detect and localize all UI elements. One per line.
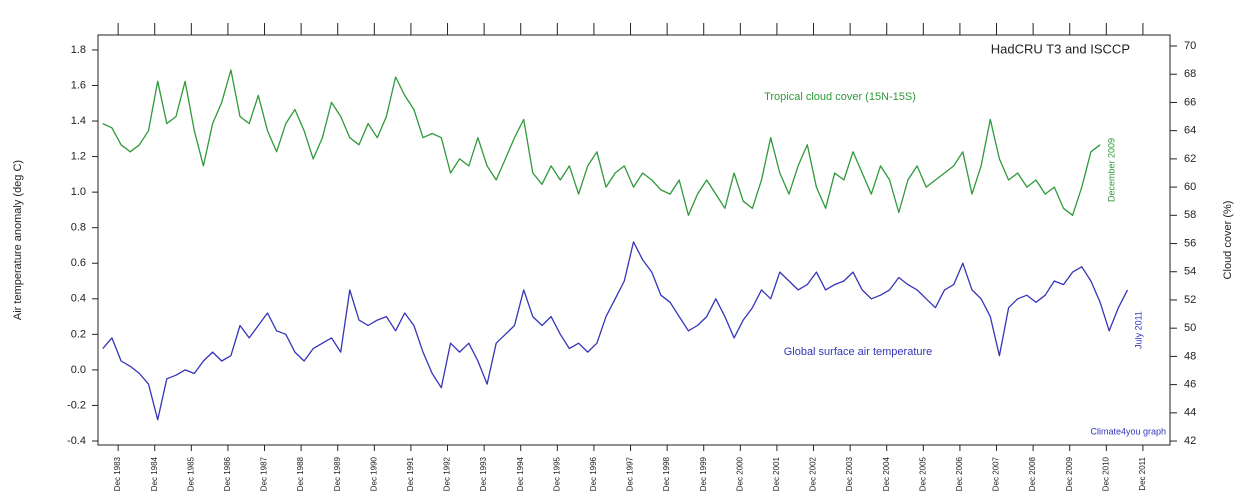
- x-tick-label: Dec 1994: [516, 456, 525, 491]
- y2-tick-label: 68: [1184, 68, 1196, 80]
- x-tick-label: Dec 1988: [296, 456, 305, 491]
- x-tick-label: Dec 1991: [406, 456, 415, 491]
- y2-tick-label: 70: [1184, 40, 1196, 52]
- annotation: Tropical cloud cover (15N-15S): [764, 91, 916, 103]
- y2-tick-label: 56: [1184, 237, 1196, 249]
- x-tick-label: Dec 1999: [699, 456, 708, 491]
- x-tick-label: Dec 1984: [150, 456, 159, 491]
- x-tick-label: Dec 1997: [626, 456, 635, 491]
- y2-tick-label: 42: [1184, 435, 1196, 447]
- x-tick-label: Dec 2005: [918, 456, 927, 491]
- y-tick-label: 0.8: [71, 222, 86, 234]
- y2-tick-label: 44: [1184, 407, 1196, 419]
- x-tick-label: Dec 2009: [1065, 456, 1074, 491]
- plot-frame: [97, 34, 1171, 446]
- series-line: [102, 241, 1129, 421]
- x-tick-label: Dec 2011: [1138, 456, 1147, 490]
- x-tick-label: Dec 2006: [955, 456, 964, 491]
- x-tick-label: Dec 2002: [809, 456, 818, 491]
- x-tick-label: Dec 1995: [552, 456, 561, 491]
- y-tick-label: 1.4: [71, 115, 86, 127]
- x-tick-label: Dec 2001: [772, 456, 781, 491]
- series-line: [102, 69, 1101, 216]
- x-tick-label: Dec 1998: [662, 456, 671, 491]
- y2-tick-label: 64: [1184, 125, 1196, 137]
- x-tick-label: Dec 1986: [223, 456, 232, 491]
- x-tick-label: Dec 1983: [113, 456, 122, 491]
- y2-tick-label: 54: [1184, 266, 1196, 278]
- x-tick-label: Dec 1987: [260, 456, 269, 491]
- y-tick-label: 1.0: [71, 186, 86, 198]
- y-tick-label: 0.4: [71, 293, 86, 305]
- y2-tick-label: 50: [1184, 322, 1196, 334]
- y-axis-label: Air temperature anomaly (deg C): [12, 160, 24, 320]
- x-tick-label: Dec 2007: [992, 456, 1001, 491]
- annotation: December 2009: [1106, 138, 1116, 202]
- y-tick-label: -0.4: [67, 435, 86, 447]
- y-tick-label: 0.6: [71, 257, 86, 269]
- y-tick-label: 1.2: [71, 150, 86, 162]
- y2-tick-label: 48: [1184, 350, 1196, 362]
- x-tick-label: Dec 1989: [333, 456, 342, 491]
- y2-axis-label: Cloud cover (%): [1222, 201, 1234, 280]
- x-tick-label: Dec 1993: [479, 456, 488, 491]
- y2-tick-label: 60: [1184, 181, 1196, 193]
- x-tick-label: Dec 2008: [1028, 456, 1037, 491]
- x-tick-label: Dec 2000: [735, 456, 744, 491]
- y-tick-label: 1.8: [71, 44, 86, 56]
- y2-tick-label: 62: [1184, 153, 1196, 165]
- annotation: Climate4you graph: [1090, 426, 1166, 436]
- x-tick-label: Dec 1992: [443, 456, 452, 491]
- y2-tick-label: 46: [1184, 379, 1196, 391]
- x-tick-label: Dec 1990: [369, 456, 378, 491]
- annotation: Global surface air temperature: [784, 346, 933, 358]
- y-tick-label: 0.0: [71, 364, 86, 376]
- y-tick-label: 1.6: [71, 79, 86, 91]
- x-tick-label: Dec 1985: [186, 456, 195, 491]
- y-tick-label: -0.2: [67, 399, 86, 411]
- y2-tick-label: 52: [1184, 294, 1196, 306]
- annotation: July 2011: [1133, 311, 1143, 349]
- y2-tick-label: 66: [1184, 96, 1196, 108]
- x-tick-label: Dec 2010: [1101, 456, 1110, 491]
- x-tick-label: Dec 2003: [845, 456, 854, 491]
- x-tick-label: Dec 1996: [589, 456, 598, 491]
- x-tick-label: Dec 2004: [882, 456, 891, 491]
- y-tick-label: 0.2: [71, 328, 86, 340]
- chart-title: HadCRU T3 and ISCCP: [991, 41, 1130, 56]
- y2-tick-label: 58: [1184, 209, 1196, 221]
